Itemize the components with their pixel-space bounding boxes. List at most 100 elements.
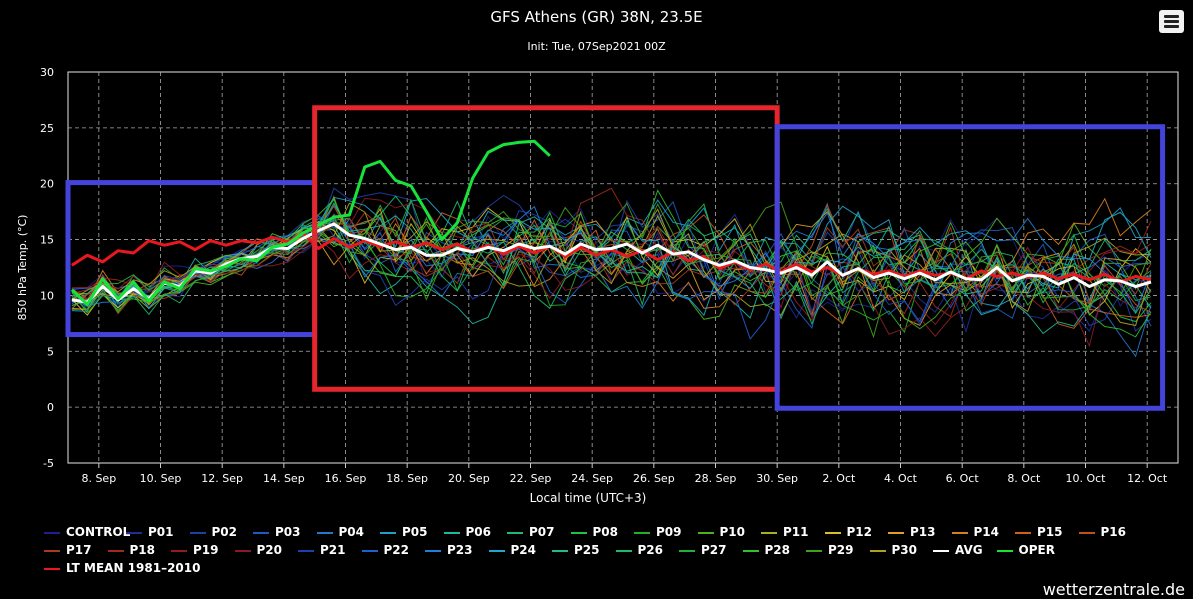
legend-item[interactable]: P04 bbox=[316, 525, 364, 539]
chart-title: GFS Athens (GR) 38N, 23.5E bbox=[490, 8, 703, 26]
legend-line-swatch bbox=[507, 531, 523, 534]
legend-line-swatch bbox=[253, 531, 269, 534]
legend-item[interactable]: P24 bbox=[488, 543, 537, 557]
legend-item[interactable]: P08 bbox=[570, 525, 619, 539]
legend-item[interactable]: P15 bbox=[1015, 525, 1063, 539]
legend-item[interactable]: P02 bbox=[189, 525, 238, 539]
ensemble-line bbox=[71, 212, 1152, 329]
legend-label: P16 bbox=[1100, 525, 1127, 539]
legend-label: P27 bbox=[701, 543, 727, 557]
legend-label: P05 bbox=[402, 525, 428, 539]
legend-line-swatch bbox=[316, 531, 333, 534]
legend-line-swatch bbox=[869, 549, 886, 552]
legend-label: P09 bbox=[656, 525, 682, 539]
legend-item[interactable]: P01 bbox=[126, 525, 174, 539]
legend-item[interactable]: P10 bbox=[697, 525, 746, 539]
ensemble-line bbox=[71, 220, 1152, 325]
legend-line-swatch bbox=[380, 531, 396, 534]
chart-subtitle: Init: Tue, 07Sep2021 00Z bbox=[527, 40, 666, 53]
legend-item[interactable]: P12 bbox=[824, 525, 873, 539]
legend-label: AVG bbox=[955, 543, 983, 557]
legend-label: P24 bbox=[510, 543, 537, 557]
ensemble-line bbox=[71, 196, 1152, 317]
legend-label: P06 bbox=[465, 525, 492, 539]
x-tick-label: 6. Oct bbox=[946, 472, 980, 485]
legend-label: P12 bbox=[846, 525, 873, 539]
x-tick-label: 22. Sep bbox=[510, 472, 552, 485]
y-tick-label: 10 bbox=[40, 289, 54, 302]
legend-label: LT MEAN 1981–2010 bbox=[66, 561, 201, 575]
legend-line-swatch bbox=[44, 549, 60, 552]
legend-line-swatch bbox=[570, 531, 587, 534]
legend-item[interactable]: P23 bbox=[425, 543, 473, 557]
legend-line-swatch bbox=[298, 549, 314, 552]
legend-item[interactable]: P09 bbox=[634, 525, 682, 539]
ensemble-line bbox=[71, 197, 1152, 311]
legend-item[interactable]: P30 bbox=[869, 543, 917, 557]
y-tick-label: 5 bbox=[47, 345, 54, 358]
legend-item[interactable]: P05 bbox=[380, 525, 428, 539]
source-credit: wetterzentrale.de bbox=[1042, 580, 1185, 599]
x-tick-label: 30. Sep bbox=[756, 472, 798, 485]
legend-item[interactable]: P13 bbox=[888, 525, 936, 539]
legend-label: P19 bbox=[193, 543, 219, 557]
ensemble-line bbox=[71, 220, 1152, 337]
legend-item[interactable]: P26 bbox=[615, 543, 663, 557]
legend-label: P02 bbox=[211, 525, 238, 539]
x-tick-label: 18. Sep bbox=[386, 472, 428, 485]
legend-label: P14 bbox=[973, 525, 1000, 539]
legend-line-swatch bbox=[888, 531, 904, 534]
x-tick-label: 8. Sep bbox=[81, 472, 116, 485]
legend-item[interactable]: P18 bbox=[107, 543, 155, 557]
legend-item[interactable]: P20 bbox=[234, 543, 283, 557]
legend-line-swatch bbox=[361, 549, 378, 552]
legend-item[interactable]: P22 bbox=[361, 543, 410, 557]
legend-item[interactable]: P28 bbox=[742, 543, 791, 557]
legend-label: CONTROL bbox=[66, 525, 131, 539]
legend-label: P10 bbox=[719, 525, 746, 539]
legend-item[interactable]: P29 bbox=[806, 543, 854, 557]
legend-item[interactable]: P07 bbox=[507, 525, 555, 539]
legend-item[interactable]: P03 bbox=[253, 525, 301, 539]
legend-item[interactable]: LT MEAN 1981–2010 bbox=[44, 561, 200, 575]
x-tick-label: 12. Sep bbox=[201, 472, 243, 485]
legend-line-swatch bbox=[171, 549, 187, 552]
legend-line-swatch bbox=[951, 531, 968, 534]
legend-label: P22 bbox=[383, 543, 410, 557]
legend-label: P20 bbox=[256, 543, 283, 557]
x-tick-label: 24. Sep bbox=[571, 472, 613, 485]
legend-item[interactable]: P14 bbox=[951, 525, 1000, 539]
legend-label: P29 bbox=[828, 543, 854, 557]
legend-item[interactable]: P19 bbox=[171, 543, 219, 557]
legend-item[interactable]: P25 bbox=[552, 543, 600, 557]
legend-label: P08 bbox=[592, 525, 619, 539]
legend-item[interactable]: P11 bbox=[761, 525, 809, 539]
legend-item[interactable]: OPER bbox=[996, 543, 1055, 557]
legend-line-swatch bbox=[806, 549, 822, 552]
legend-label: P23 bbox=[447, 543, 473, 557]
legend-label: P13 bbox=[910, 525, 936, 539]
legend-item[interactable]: P21 bbox=[298, 543, 346, 557]
legend-line-swatch bbox=[552, 549, 568, 552]
avg-line bbox=[71, 222, 1152, 304]
legend-label: P15 bbox=[1037, 525, 1063, 539]
x-tick-label: 10. Sep bbox=[140, 472, 182, 485]
legend-line-swatch bbox=[1015, 531, 1031, 534]
legend-label: P25 bbox=[574, 543, 600, 557]
y-tick-label: 20 bbox=[40, 178, 54, 191]
legend-label: P03 bbox=[275, 525, 301, 539]
legend-label: P28 bbox=[764, 543, 791, 557]
legend-item[interactable]: P06 bbox=[443, 525, 492, 539]
legend-item[interactable]: CONTROL bbox=[44, 525, 130, 539]
legend-line-swatch bbox=[996, 549, 1013, 552]
legend-item[interactable]: P27 bbox=[679, 543, 727, 557]
hamburger-menu-icon[interactable] bbox=[1159, 10, 1184, 33]
legend-item[interactable]: AVG bbox=[933, 543, 983, 557]
annotation-box bbox=[774, 124, 1166, 411]
legend-line-swatch bbox=[425, 549, 441, 552]
legend-item[interactable]: P16 bbox=[1078, 525, 1127, 539]
legend-line-swatch bbox=[634, 531, 650, 534]
legend-line-swatch bbox=[1078, 531, 1095, 534]
legend-line-swatch bbox=[107, 549, 124, 552]
legend-item[interactable]: P17 bbox=[44, 543, 92, 557]
